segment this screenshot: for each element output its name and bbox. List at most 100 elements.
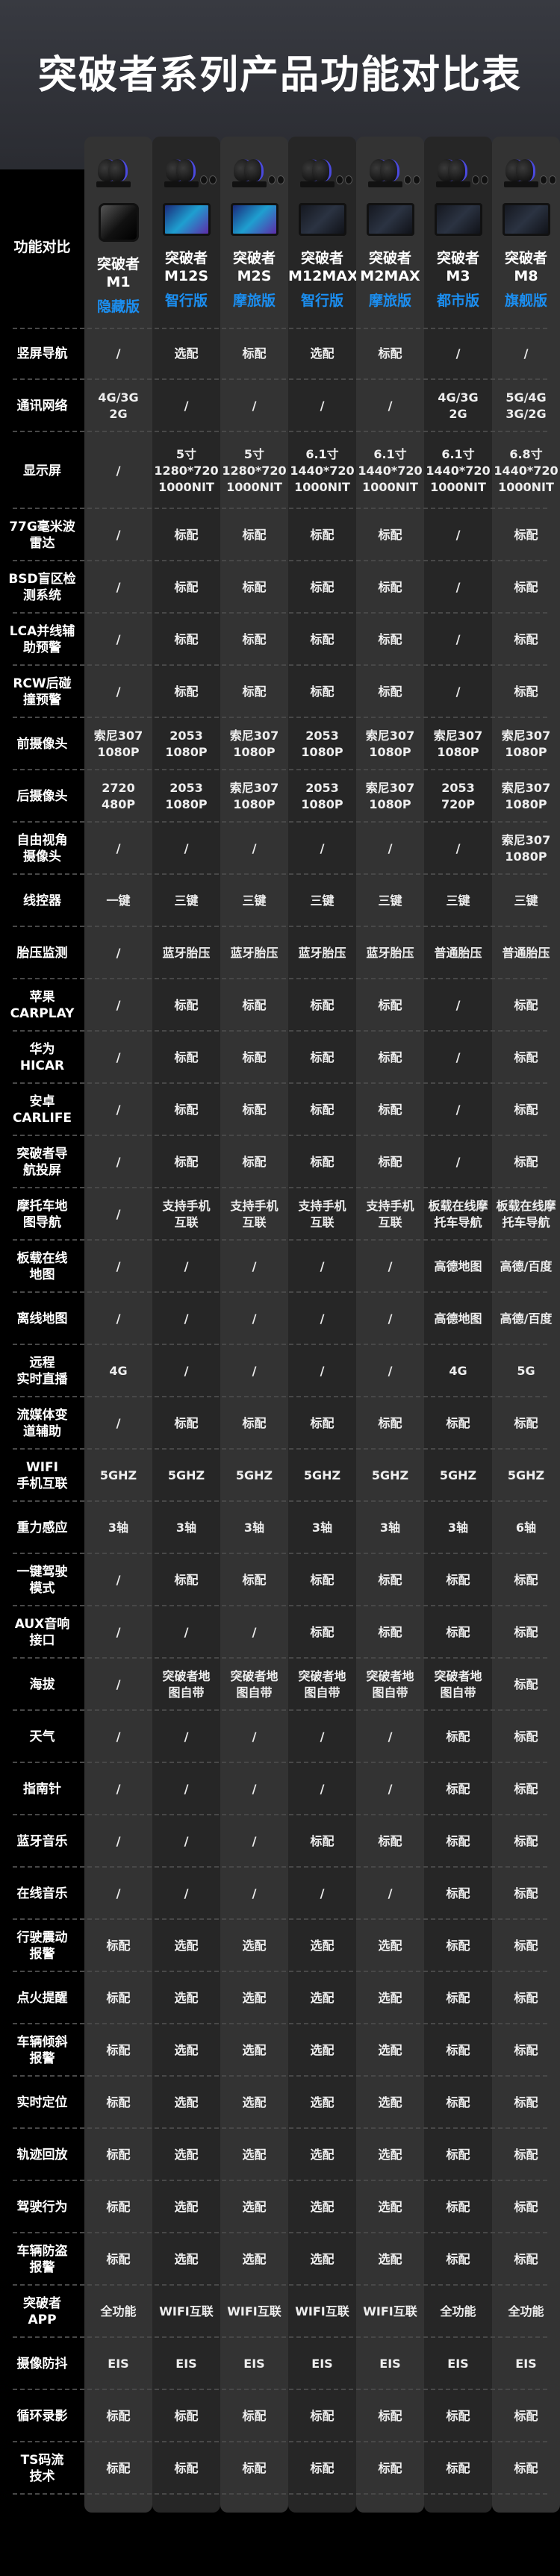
feature-value: 标配 xyxy=(174,528,199,542)
feature-value: 标配 xyxy=(174,1573,199,1587)
feature-value: EIS xyxy=(175,2357,197,2371)
feature-value: 标配 xyxy=(514,2409,538,2423)
product-header: 突破者 M12MAX 智行版 xyxy=(288,153,358,310)
feature-value: 标配 xyxy=(242,1050,267,1064)
feature-value: / xyxy=(320,1364,325,1378)
comparison-table: 竖屏导航 / 选配 标配 选配 标配 / / 通讯网络 4G/3G 2G / / //4G/3G 2G 5… xyxy=(0,328,560,2495)
feature-label: WIFI 手机互联 xyxy=(16,1460,68,1491)
table-row: 前摄像头 索尼307 1080P 2053 1080P 索尼307 1080P 2053… xyxy=(0,718,560,770)
product-edition: 隐藏版 xyxy=(96,299,140,315)
feature-value: 索尼307 1080P xyxy=(433,729,483,759)
display-screen-image xyxy=(162,203,211,236)
feature-value: 标配 xyxy=(242,346,267,361)
feature-value: 标配 xyxy=(310,1103,335,1117)
feature-value: 突破者地 图自带 xyxy=(162,1669,211,1700)
table-row: 胎压监测 / 蓝牙胎压 蓝牙胎压 蓝牙胎压 蓝牙胎压 普通胎压 普通胎压 xyxy=(0,927,560,979)
feature-value: 标配 xyxy=(514,998,538,1012)
feature-value: 三键 xyxy=(310,894,335,908)
feature-value: / xyxy=(252,1782,257,1796)
feature-value: 选配 xyxy=(174,2095,199,2109)
feature-value: 突破者地 图自带 xyxy=(366,1669,414,1700)
remote-button-icon xyxy=(200,175,208,184)
feature-label: 点火提醒 xyxy=(16,1991,68,2006)
feature-value: 标配 xyxy=(378,1625,402,1639)
feature-value: 标配 xyxy=(514,2095,538,2109)
feature-value: 5G/4G 3G/2G xyxy=(505,390,547,421)
feature-value: 标配 xyxy=(174,632,199,646)
product-header: 突破者 M8 旗舰版 xyxy=(492,153,560,310)
feature-label: 显示屏 xyxy=(23,463,61,478)
table-row: 车辆防盗 报警 标配 选配 选配 选配 选配 标配 标配 xyxy=(0,2233,560,2286)
feature-value: 标配 xyxy=(514,1730,538,1744)
feature-value: 标配 xyxy=(446,1939,470,1953)
table-row: 实时定位 标配 选配 选配 选配 选配 标配 标配 xyxy=(0,2077,560,2129)
remote-button-icon xyxy=(336,175,343,184)
table-row: TS码流 技术 标配 标配 标配 标配 标配 标配 标配 xyxy=(0,2442,560,2495)
feature-label: 重力感应 xyxy=(16,1521,68,1535)
feature-value: / xyxy=(252,1625,257,1639)
feature-label: 天气 xyxy=(29,1730,55,1744)
feature-value: 标配 xyxy=(446,2461,470,2475)
feature-value: 全功能 xyxy=(440,2304,476,2318)
feature-value: 标配 xyxy=(378,2409,402,2423)
feature-value: 标配 xyxy=(514,1834,538,1848)
feature-value: / xyxy=(455,346,461,361)
feature-value: 选配 xyxy=(378,2252,402,2266)
feature-value: 标配 xyxy=(514,1939,538,1953)
feature-value: 标配 xyxy=(514,1625,538,1639)
feature-value: / xyxy=(116,1050,121,1064)
feature-value: 3轴 xyxy=(243,1521,265,1535)
feature-value: 标配 xyxy=(446,1991,470,2005)
product-column xyxy=(288,137,356,2513)
remote-button-icon xyxy=(540,175,547,184)
feature-value: 板载在线摩 托车导航 xyxy=(496,1199,556,1229)
feature-value: 标配 xyxy=(242,580,267,594)
feature-value: 选配 xyxy=(378,2095,402,2109)
feature-value: / xyxy=(320,1886,325,1900)
table-row: 突破者 APP 全功能 WIFI互联 WIFI互联 WIFI互联 WIFI互联 全功能 全功能 xyxy=(0,2286,560,2338)
feature-value: 选配 xyxy=(242,2252,267,2266)
feature-value: / xyxy=(116,1416,121,1430)
feature-value: 标配 xyxy=(310,528,335,542)
table-row: 蓝牙音乐 / / / 标配 标配 标配 标配 xyxy=(0,1815,560,1868)
feature-value: 标配 xyxy=(106,2252,131,2266)
feature-value: / xyxy=(455,632,461,646)
feature-label: 线控器 xyxy=(23,894,61,908)
remote-button-icon xyxy=(277,175,284,184)
feature-label: 循环录影 xyxy=(16,2409,68,2424)
feature-label: LCA并线辅 助预警 xyxy=(9,624,75,655)
feature-value: / xyxy=(116,580,121,594)
table-row: 指南针 / / / / / 标配 标配 xyxy=(0,1763,560,1815)
feature-value: 索尼307 1080P xyxy=(365,729,415,759)
feature-value: 选配 xyxy=(242,2095,267,2109)
feature-value: / xyxy=(320,1259,325,1273)
display-screen-image xyxy=(366,203,414,236)
feature-value: 三键 xyxy=(378,894,402,908)
product-name: 突破者 M1 xyxy=(96,256,140,290)
table-row: 重力感应 3轴 3轴 3轴 3轴 3轴 3轴 6轴 xyxy=(0,1502,560,1554)
feature-value: 标配 xyxy=(310,2461,335,2475)
camera-image xyxy=(424,153,492,194)
feature-value: / xyxy=(252,399,257,413)
feature-value: 6.1寸 1440*720 1000NIT xyxy=(358,446,423,494)
feature-value: 标配 xyxy=(446,1886,470,1900)
feature-value: 选配 xyxy=(378,2200,402,2214)
product-name: 突破者 M12MAX xyxy=(288,250,358,284)
feature-value: 5GHZ xyxy=(371,1468,409,1482)
table-row: 77G毫米波 雷达 / 标配 标配 标配 标配 / 标配 xyxy=(0,509,560,561)
feature-value: 标配 xyxy=(310,1050,335,1064)
feature-value: 标配 xyxy=(310,2409,335,2423)
feature-value: 5寸 1280*720 1000NIT xyxy=(222,446,287,494)
feature-value: / xyxy=(388,1364,393,1378)
feature-value: / xyxy=(116,1677,121,1691)
feature-value: 标配 xyxy=(514,2200,538,2214)
camera-image xyxy=(288,153,356,194)
feature-label: 海拔 xyxy=(29,1677,55,1692)
feature-value: 索尼307 1080P xyxy=(501,781,551,811)
feature-value: 5GHZ xyxy=(507,1468,545,1482)
feature-value: 3轴 xyxy=(108,1521,129,1535)
feature-value: WIFI互联 xyxy=(227,2304,281,2318)
product-edition: 智行版 xyxy=(164,293,208,309)
feature-value: 选配 xyxy=(378,1991,402,2005)
camera-image xyxy=(220,153,288,194)
